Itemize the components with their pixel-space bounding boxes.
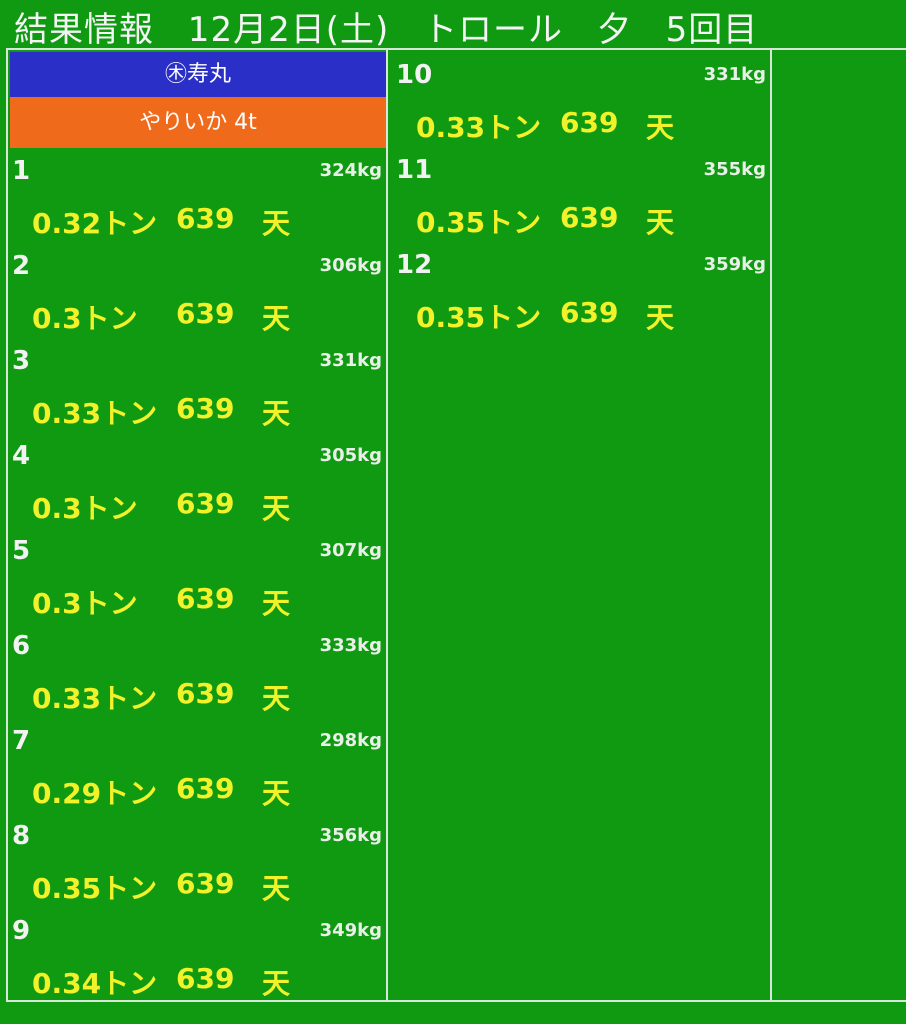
row-ton: 0.33トン [32, 682, 158, 715]
row-mark: 天 [262, 967, 291, 1000]
row-number: 2 [12, 251, 31, 281]
row-mark: 天 [262, 492, 291, 525]
row-ton: 0.33トン [416, 111, 542, 144]
row-price: 639 [560, 201, 619, 234]
row-weight: 355kg [703, 159, 766, 180]
row-mark: 天 [646, 206, 675, 239]
row-price: 639 [176, 867, 235, 900]
row-ton: 0.33トン [32, 397, 158, 430]
row-number: 7 [12, 726, 31, 756]
row-weight: 306kg [319, 255, 382, 276]
row-price: 639 [560, 106, 619, 139]
row-number: 10 [396, 60, 433, 90]
row-ton: 0.3トン [32, 492, 138, 525]
row-ton: 0.34トン [32, 967, 158, 1000]
row-ton: 0.3トン [32, 587, 138, 620]
row-price: 639 [176, 297, 235, 330]
row-ton: 0.35トン [416, 206, 542, 239]
row-number: 11 [396, 155, 433, 185]
row-weight: 359kg [703, 254, 766, 275]
row-weight: 349kg [319, 920, 382, 941]
row-weight: 305kg [319, 445, 382, 466]
row-number: 8 [12, 821, 31, 851]
row-weight: 324kg [319, 160, 382, 181]
row-mark: 天 [262, 872, 291, 905]
row-number: 6 [12, 631, 31, 661]
row-price: 639 [176, 202, 235, 235]
row-ton: 0.32トン [32, 207, 158, 240]
row-price: 639 [176, 772, 235, 805]
row-mark: 天 [646, 301, 675, 334]
row-price: 639 [560, 296, 619, 329]
row-mark: 天 [262, 587, 291, 620]
row-ton: 0.35トン [32, 872, 158, 905]
row-ton: 0.3トン [32, 302, 138, 335]
row-weight: 307kg [319, 540, 382, 561]
vessel-name: ㊍寿丸 [10, 52, 386, 97]
row-price: 639 [176, 677, 235, 710]
row-number: 4 [12, 441, 31, 471]
row-number: 9 [12, 916, 31, 946]
row-weight: 356kg [319, 825, 382, 846]
row-price: 639 [176, 962, 235, 995]
vessel-catch: やりいか 4t [10, 97, 386, 148]
row-weight: 331kg [703, 64, 766, 85]
row-price: 639 [176, 392, 235, 425]
row-mark: 天 [262, 777, 291, 810]
row-mark: 天 [262, 302, 291, 335]
row-number: 3 [12, 346, 31, 376]
row-ton: 0.35トン [416, 301, 542, 334]
header-title: 結果情報 12月2日(土) トロール 夕 5回目 [14, 10, 759, 50]
row-number: 1 [12, 156, 31, 186]
row-price: 639 [176, 487, 235, 520]
row-mark: 天 [262, 207, 291, 240]
row-mark: 天 [646, 111, 675, 144]
row-mark: 天 [262, 397, 291, 430]
row-weight: 298kg [319, 730, 382, 751]
middle-panel [386, 48, 772, 1002]
row-price: 639 [176, 582, 235, 615]
row-number: 5 [12, 536, 31, 566]
row-weight: 331kg [319, 350, 382, 371]
row-number: 12 [396, 250, 433, 280]
right-panel [770, 48, 906, 1002]
row-mark: 天 [262, 682, 291, 715]
row-weight: 333kg [319, 635, 382, 656]
row-ton: 0.29トン [32, 777, 158, 810]
